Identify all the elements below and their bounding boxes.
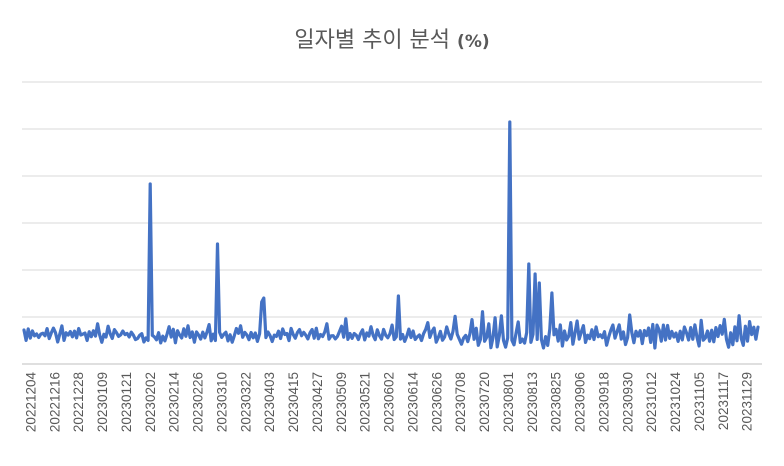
- x-tick-label: 20231012: [644, 372, 659, 432]
- x-tick-label: 20230708: [453, 372, 468, 432]
- x-tick-label: 20230322: [238, 372, 253, 432]
- x-tick-label: 20230930: [620, 372, 635, 432]
- x-tick-labels: 20221204 20221216 20221228 20230109 20230121…: [23, 372, 754, 433]
- x-tick-label: 20230226: [191, 372, 206, 432]
- x-tick-label: 20230626: [429, 372, 444, 432]
- x-tick-label: 20230801: [501, 372, 516, 432]
- x-tick-label: 20230121: [119, 372, 134, 432]
- x-tick-label: 20230602: [382, 372, 397, 432]
- series-path: [22, 120, 760, 350]
- x-tick-label: 20230202: [143, 372, 158, 432]
- x-tick-label: 20230427: [310, 372, 325, 432]
- x-tick-label: 20230109: [95, 372, 110, 432]
- x-tick-label: 20230521: [358, 372, 373, 432]
- x-tick-label: 20221228: [71, 372, 86, 432]
- chart-title-main: 일자별 추이 분석: [294, 28, 450, 53]
- x-tick-label: 20221204: [23, 372, 38, 433]
- x-tick-label: 20231105: [692, 372, 707, 431]
- series-line: [22, 120, 760, 350]
- x-tick-label: 20231117: [716, 372, 731, 430]
- x-tick-label: 20230614: [405, 372, 420, 433]
- chart-title-unit: (%): [457, 32, 490, 52]
- x-tick-label: 20230918: [596, 372, 611, 432]
- x-tick-label: 20230906: [573, 372, 588, 432]
- x-tick-label: 20230310: [214, 372, 229, 432]
- x-tick-label: 20230403: [262, 372, 277, 432]
- x-tick-label: 20230415: [286, 372, 301, 432]
- x-tick-label: 20230214: [167, 372, 182, 433]
- gridlines: [22, 81, 762, 318]
- x-tick-label: 20230813: [525, 372, 540, 432]
- x-tick-label: 20230509: [334, 372, 349, 432]
- x-tick-label: 20230720: [477, 372, 492, 432]
- x-tick-label: 20231024: [668, 372, 683, 433]
- x-tick-label: 20230825: [549, 372, 564, 432]
- chart-title: 일자별 추이 분석 (%): [294, 28, 489, 53]
- x-tick-label: 20221216: [47, 372, 62, 432]
- x-tick-label: 20231129: [740, 372, 755, 431]
